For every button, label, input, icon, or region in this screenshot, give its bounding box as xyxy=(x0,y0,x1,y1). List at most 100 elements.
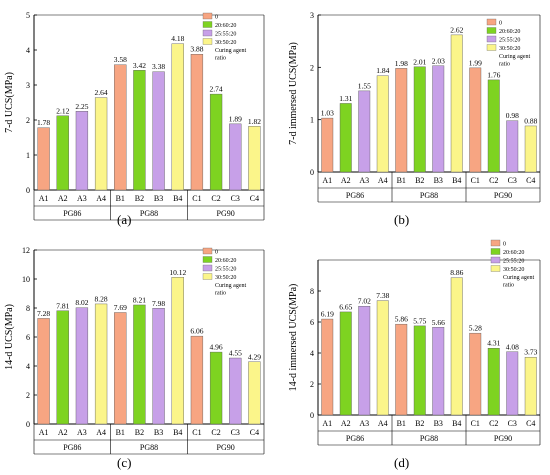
p2-bar-A1 xyxy=(321,117,334,173)
p4-bar-A1 xyxy=(321,318,334,416)
p2-legend-entry: 20:60:20 xyxy=(499,29,520,35)
p4-bar-value-label: 5.28 xyxy=(469,324,482,333)
p2-y-tick-label: 0 xyxy=(310,168,314,177)
p3-bar-B4 xyxy=(171,277,184,425)
p2-bar-B4 xyxy=(450,34,463,173)
p3-legend-entry: 30:50:20 xyxy=(215,275,236,281)
p2-bar-value-label: 2.62 xyxy=(450,25,463,34)
p4-legend-entry: 20:60:20 xyxy=(503,250,524,256)
p1-category-label: A3 xyxy=(77,194,87,203)
p4-bar-B1 xyxy=(395,323,408,416)
p1-y-tick-label: 5 xyxy=(26,11,30,20)
p1-y-tick-label: 2 xyxy=(26,116,30,125)
p4-bar-B4 xyxy=(450,277,463,416)
p3-category-label: B4 xyxy=(173,428,182,437)
p2-category-label: C2 xyxy=(489,176,498,185)
p4-bar-value-label: 5.75 xyxy=(413,316,426,325)
p4-legend-entry: 30:50:20 xyxy=(503,267,524,273)
p3-bar-value-label: 8.28 xyxy=(95,294,108,303)
p1-category-label: A4 xyxy=(96,194,106,203)
p1-category-label: B3 xyxy=(154,194,163,203)
p4-bar-value-label: 4.31 xyxy=(487,339,500,348)
p3-group-label: PG90 xyxy=(217,443,235,452)
p1-legend-swatch xyxy=(202,21,213,28)
p2-legend-swatch xyxy=(486,18,497,26)
p2-group-label: PG90 xyxy=(494,191,512,200)
p1-bar-value-label: 2.12 xyxy=(56,106,69,115)
p3-bar-C4 xyxy=(248,361,261,425)
p3-category-label: B2 xyxy=(135,428,144,437)
p3-legend-swatch xyxy=(202,256,213,263)
p1-bar-value-label: 3.58 xyxy=(114,55,127,64)
p1-bar-B3 xyxy=(152,71,165,191)
p2-category-label: A3 xyxy=(359,176,369,185)
p3-category-label: A1 xyxy=(39,428,49,437)
p1-bar-A1 xyxy=(37,127,50,191)
p1-bar-value-label: 1.89 xyxy=(229,114,242,123)
p1-y-tick-label: 1 xyxy=(26,151,30,160)
p3-bar-value-label: 8.02 xyxy=(75,298,88,307)
p3-y-tick-label: 2 xyxy=(26,391,30,400)
p3-y-tick-label: 10 xyxy=(22,275,30,284)
p1-category-label: B4 xyxy=(173,194,182,203)
p4-bar-value-label: 7.38 xyxy=(376,291,389,300)
p1-group-label: PG90 xyxy=(217,209,235,218)
p2-bar-value-label: 1.84 xyxy=(376,66,389,75)
p1-bar-value-label: 2.25 xyxy=(75,102,88,111)
p4-legend-swatch xyxy=(490,239,501,247)
p2-category-label: B2 xyxy=(415,176,424,185)
p4-category-label: B2 xyxy=(415,419,424,428)
p2-category-label: C1 xyxy=(471,176,480,185)
p4-y-tick-label: 0 xyxy=(310,411,314,420)
p4-legend-swatch xyxy=(490,248,501,255)
p4-bar-A3 xyxy=(358,305,371,416)
p4-category-label: B3 xyxy=(434,419,443,428)
p4-legend-entry: 0 xyxy=(503,242,506,248)
p2-bar-value-label: 1.99 xyxy=(469,58,482,67)
p2-bar-B1 xyxy=(395,68,408,173)
p4-y-tick-label: 4 xyxy=(310,349,314,358)
p2-bar-C4 xyxy=(524,125,537,173)
p3-legend-entry: 20:60:20 xyxy=(215,258,236,264)
p2-bar-C3 xyxy=(506,120,519,173)
p1-bar-A4 xyxy=(94,97,108,191)
p2-bar-A3 xyxy=(358,90,371,173)
p1-y-tick-label: 0 xyxy=(26,186,30,195)
p1-legend-swatch xyxy=(202,29,213,37)
p1-legend-swatch xyxy=(202,38,213,45)
p3-legend-caption: Curing agent xyxy=(215,283,246,289)
p3-bar-C2 xyxy=(209,351,223,425)
p2-bar-value-label: 1.98 xyxy=(395,59,408,68)
p3-bar-C1 xyxy=(190,335,204,425)
p4-bar-value-label: 8.86 xyxy=(450,268,463,277)
p3-bar-value-label: 7.69 xyxy=(114,303,127,312)
p2-legend-entry: 25:55:20 xyxy=(499,38,520,44)
p2-bar-A2 xyxy=(339,103,352,173)
p1-legend-entry: 25:55:20 xyxy=(215,32,236,38)
p2-legend-entry: 30:50:20 xyxy=(499,46,520,52)
p3-bar-value-label: 7.81 xyxy=(56,301,69,310)
p1-legend-caption: Curing agent xyxy=(215,48,246,54)
p2-category-label: C3 xyxy=(508,176,517,185)
p4-bar-A4 xyxy=(376,300,389,416)
p3-category-label: B1 xyxy=(116,428,125,437)
p2-category-label: A4 xyxy=(378,176,388,185)
p2-y-tick-label: 3 xyxy=(310,11,314,20)
p1-bar-value-label: 4.18 xyxy=(171,34,184,43)
p3-legend-entry: 25:55:20 xyxy=(215,267,236,273)
panel-tag-b: (b) xyxy=(394,212,410,227)
panel-tag-a: (a) xyxy=(117,212,132,227)
p3-bar-A3 xyxy=(75,307,89,425)
p1-bar-value-label: 2.74 xyxy=(210,85,223,94)
p2-bar-B3 xyxy=(432,65,445,173)
p1-bar-value-label: 2.64 xyxy=(95,88,108,97)
p4-category-label: B4 xyxy=(452,419,461,428)
p2-legend-swatch xyxy=(486,35,497,43)
p4-bar-C2 xyxy=(487,347,500,416)
p2-bar-A4 xyxy=(376,75,389,173)
p4-category-label: A3 xyxy=(359,419,369,428)
p4-group-label: PG90 xyxy=(494,434,512,443)
p2-group-label: PG88 xyxy=(420,191,438,200)
p4-legend-entry: 25:55:20 xyxy=(503,259,524,265)
